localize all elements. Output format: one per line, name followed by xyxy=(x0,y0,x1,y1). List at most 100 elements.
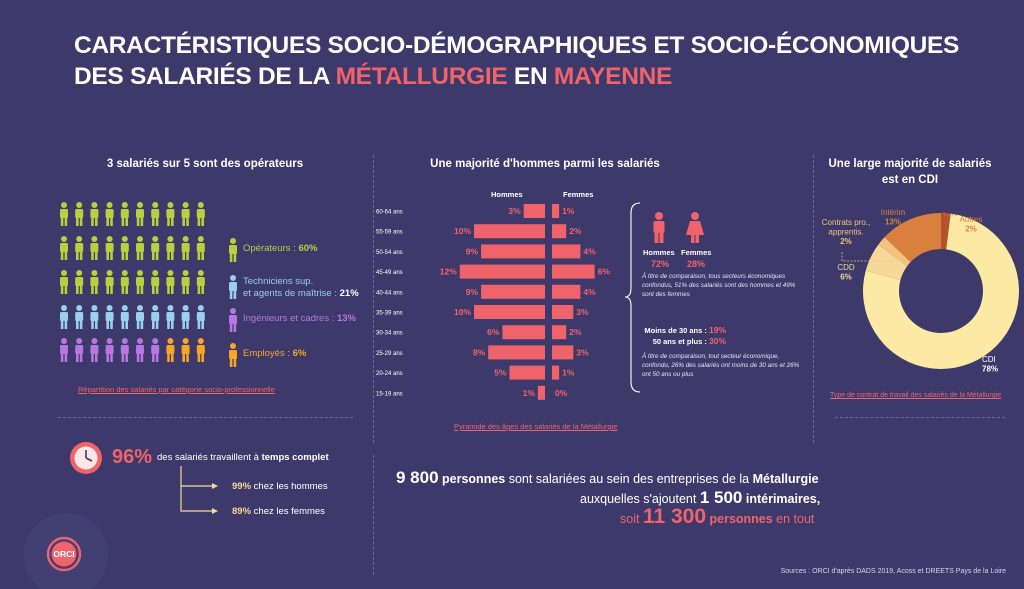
age-under30-value: 19% xyxy=(708,325,726,335)
age-tick-label: 60-64 ans xyxy=(376,210,403,216)
person-icon xyxy=(60,305,68,329)
section1-heading: 3 salariés sur 5 sont des opérateurs xyxy=(106,158,304,170)
fulltime-text-prefix: des salariés travaillent à xyxy=(157,452,262,463)
age-comparison-note: À titre de comparaison, tout secteur éco… xyxy=(642,353,800,378)
women-bar xyxy=(552,345,574,360)
person-icon xyxy=(90,305,99,329)
legend-techniciens: Techniciens sup. et agents de maîtrise :… xyxy=(243,276,359,300)
donut-slice xyxy=(941,213,951,250)
person-icon xyxy=(75,202,84,226)
gender-comparison-note: À titre de comparaison, tous secteurs éc… xyxy=(642,273,796,298)
person-icon xyxy=(90,338,99,362)
women-value-label: 2% xyxy=(569,226,582,236)
section3-caption[interactable]: Type de contrat de travail des salariés … xyxy=(830,392,1002,399)
title-line1: CARACTÉRISTIQUES SOCIO-DÉMOGRAPHIQUES ET… xyxy=(74,32,960,59)
legend-techniciens-value: 21% xyxy=(339,288,359,299)
men-bar xyxy=(474,224,545,239)
gender-men-value: 72% xyxy=(651,259,670,269)
women-bar xyxy=(552,284,581,299)
totals-line1: 9 800 personnes sont salariées au sein d… xyxy=(396,468,819,488)
person-icon xyxy=(120,270,129,294)
person-icon xyxy=(60,270,68,294)
person-icon xyxy=(120,305,129,329)
fulltime-women-label: chez les femmes xyxy=(251,506,325,517)
person-icon xyxy=(90,270,99,294)
women-bar xyxy=(552,224,567,239)
totals-line1-bold: personnes xyxy=(438,472,506,486)
men-value-label: 12% xyxy=(440,267,457,277)
men-value-label: 6% xyxy=(487,327,500,337)
person-icon xyxy=(166,202,175,226)
person-icon xyxy=(105,202,114,226)
person-icon xyxy=(75,305,84,329)
totals-employees-number: 9 800 xyxy=(396,468,439,487)
person-icon xyxy=(90,236,99,260)
legend-ingenieurs-value: 13% xyxy=(337,313,357,324)
men-bar xyxy=(523,204,545,218)
fulltime-pct: 96% xyxy=(112,446,153,468)
person-icon xyxy=(166,338,175,362)
section1-caption[interactable]: Répartition des salariés par catégorie s… xyxy=(78,385,275,394)
age-tick-label: 55-59 ans xyxy=(376,230,403,236)
totals-total-number: 11 300 xyxy=(642,505,707,528)
legend-person-icon xyxy=(229,275,237,299)
men-bar xyxy=(509,365,545,380)
women-value-label: 3% xyxy=(576,347,589,357)
legend-ingenieurs: Ingénieurs et cadres : 13% xyxy=(243,313,356,325)
person-icon xyxy=(151,338,160,362)
divider-h-left xyxy=(58,417,353,418)
title-accent-metallurgie: MÉTALLURGIE xyxy=(335,63,508,90)
donut-label-autres: Autres 2% xyxy=(959,215,982,234)
women-value-label: 4% xyxy=(583,287,596,297)
women-value-label: 2% xyxy=(569,327,582,337)
women-value-label: 0% xyxy=(555,388,568,398)
title-line2: DES SALARIÉS DE LA MÉTALLURGIE EN MAYENN… xyxy=(74,61,959,92)
legend-operateurs-value: 60% xyxy=(298,243,318,254)
clock-icon xyxy=(70,442,102,474)
men-value-label: 8% xyxy=(473,347,486,357)
legend-employes-label: Employés : xyxy=(243,348,293,359)
legend-person-icon xyxy=(229,308,237,332)
person-icon xyxy=(151,236,160,260)
section3-heading: Une large majorité de salariés est en CD… xyxy=(820,156,1000,188)
person-icon xyxy=(75,236,84,260)
title-prefix: DES SALARIÉS DE LA xyxy=(74,63,336,90)
donut-slice xyxy=(863,213,1020,370)
legend-person-icon xyxy=(229,343,237,367)
person-icon xyxy=(196,338,205,362)
person-icon xyxy=(105,305,114,329)
legend-techniciens-label-line1: Techniciens sup. xyxy=(243,276,314,287)
arrow-men-icon xyxy=(212,483,218,489)
women-value-label: 1% xyxy=(562,368,575,378)
legend-ingenieurs-label: Ingénieurs et cadres : xyxy=(243,313,337,324)
donut-slice xyxy=(865,244,908,281)
divider-bottom xyxy=(373,455,374,575)
person-icon xyxy=(60,202,68,226)
age-tick-label: 15-19 ans xyxy=(376,391,403,397)
age-tick-label: 25-29 ans xyxy=(376,351,403,357)
person-icon xyxy=(181,338,190,362)
person-icon xyxy=(151,270,160,294)
age-under30-label: Moins de 30 ans : xyxy=(644,326,709,335)
totals-line3-start: soit xyxy=(620,512,643,526)
person-icon xyxy=(181,270,190,294)
source-note: Sources : ORCI d'après DADS 2019, Acoss … xyxy=(780,568,1006,575)
person-icon xyxy=(196,270,205,294)
male-icon xyxy=(653,212,665,243)
fulltime-men-label: chez les hommes xyxy=(251,481,328,492)
section3-heading-line2: est en CDI xyxy=(881,174,939,186)
divider-right xyxy=(813,155,814,443)
title-accent-mayenne: MAYENNE xyxy=(553,63,673,90)
totals-line2: auxquelles s'ajoutent 1 500 intérimaires… xyxy=(580,488,820,508)
section2-caption[interactable]: Pyramide des âges des salariés de la Mét… xyxy=(454,422,618,431)
person-icon xyxy=(196,236,205,260)
women-bar xyxy=(552,264,595,279)
donut-label-cdi: CDI 78% xyxy=(982,355,998,374)
men-bar xyxy=(502,325,545,340)
women-value-label: 4% xyxy=(583,246,596,256)
totals-interim-number: 1 500 xyxy=(699,488,743,507)
